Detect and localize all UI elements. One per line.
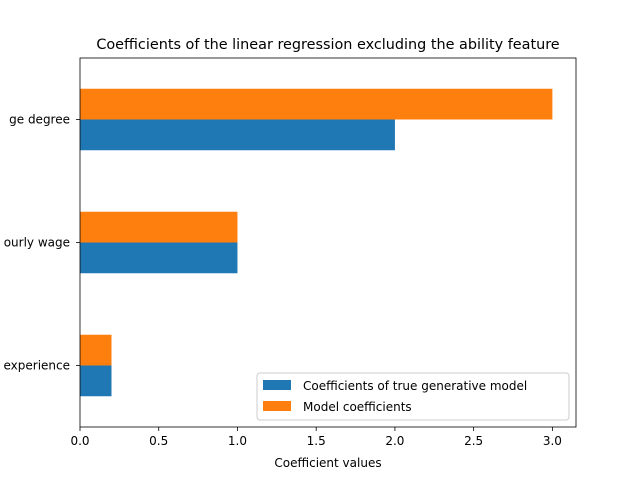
- x-tick-label: 1.5: [307, 434, 326, 448]
- legend-swatch-true-model: [263, 380, 291, 390]
- x-tick-label: 2.0: [385, 434, 404, 448]
- x-tick-label: 0.0: [70, 434, 89, 448]
- x-axis-label: Coefficient values: [274, 456, 381, 470]
- bar-true-model-experience: [80, 365, 112, 397]
- bar-model-hourly-wage: [80, 211, 238, 243]
- x-tick-label: 3.0: [543, 434, 562, 448]
- chart-title: Coefficients of the linear regression ex…: [96, 37, 559, 53]
- x-tick-label: 1.0: [228, 434, 247, 448]
- y-tick-label: ge degree: [9, 113, 70, 127]
- bar-true-model-college-degree: [80, 119, 395, 151]
- legend-swatch-model: [263, 401, 291, 411]
- y-tick-label: experience: [3, 359, 70, 373]
- bars-group: [80, 88, 553, 397]
- y-tick-label: ourly wage: [4, 236, 70, 250]
- x-tick-label: 2.5: [464, 434, 483, 448]
- x-axis-ticks: 0.0 0.5 1.0 1.5 2.0 2.5 3.0: [70, 427, 562, 448]
- x-tick-label: 0.5: [149, 434, 168, 448]
- legend-box: [256, 372, 570, 421]
- bar-model-experience: [80, 334, 112, 366]
- bar-true-model-hourly-wage: [80, 242, 238, 274]
- legend: Coefficients of true generative model Mo…: [256, 372, 570, 421]
- legend-label-model: Model coefficients: [303, 400, 412, 414]
- bar-model-college-degree: [80, 88, 553, 120]
- legend-label-true-model: Coefficients of true generative model: [303, 379, 527, 393]
- y-axis-ticks: experience ourly wage ge degree: [3, 113, 80, 373]
